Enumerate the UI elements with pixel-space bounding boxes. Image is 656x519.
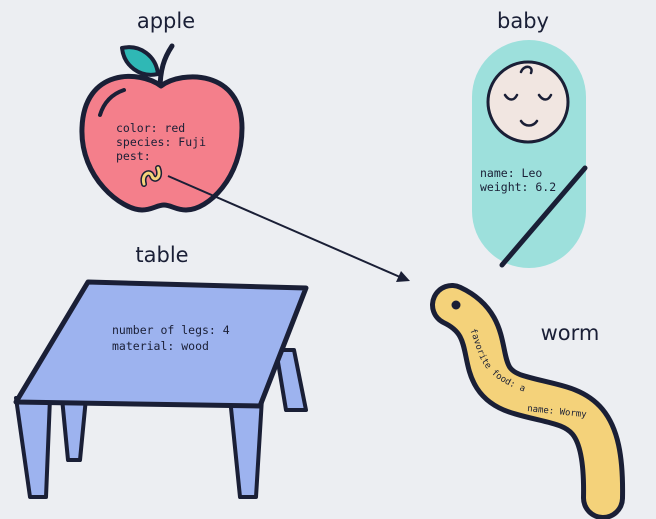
baby-wrap-fold <box>499 165 588 268</box>
baby-attr-1: weight: 6.2 <box>480 180 556 194</box>
pest-arrow <box>167 175 410 282</box>
worm-title: worm <box>541 321 600 345</box>
pest-arrow-line <box>167 175 401 278</box>
table-leg-front-left <box>14 396 52 499</box>
apple-leaf <box>120 45 160 77</box>
arrowhead-icon <box>396 271 410 282</box>
table-leg-back-left <box>60 396 88 462</box>
table-attr-1: material: wood <box>112 339 209 353</box>
apple-body <box>79 73 245 213</box>
baby-smile <box>519 119 539 127</box>
pest-worm-icon <box>141 166 161 186</box>
table-top <box>13 279 309 409</box>
apple-highlight <box>98 88 126 117</box>
table-attr-0: number of legs: 4 <box>112 323 230 337</box>
apple-node: apple color: red species: Fuji pest: <box>79 9 245 213</box>
table-leg-back-right <box>274 348 308 412</box>
apple-attr-0: color: red <box>116 121 185 135</box>
baby-node: baby name: Leo weight: 6.2 <box>472 9 588 268</box>
baby-attr-0: name: Leo <box>480 166 542 180</box>
baby-title: baby <box>497 9 549 33</box>
table-node: table number of legs: 4 material: wood <box>13 243 309 499</box>
worm-eye <box>451 300 461 310</box>
apple-attr-2: pest: <box>116 149 151 163</box>
baby-eye-right <box>537 93 553 101</box>
baby-curl <box>519 65 533 75</box>
baby-face <box>486 60 570 144</box>
baby-eye-left <box>503 93 519 101</box>
apple-attr-1: species: Fuji <box>116 135 206 149</box>
table-leg-front-right <box>228 396 264 499</box>
table-title: table <box>135 243 188 267</box>
apple-title: apple <box>137 9 195 33</box>
